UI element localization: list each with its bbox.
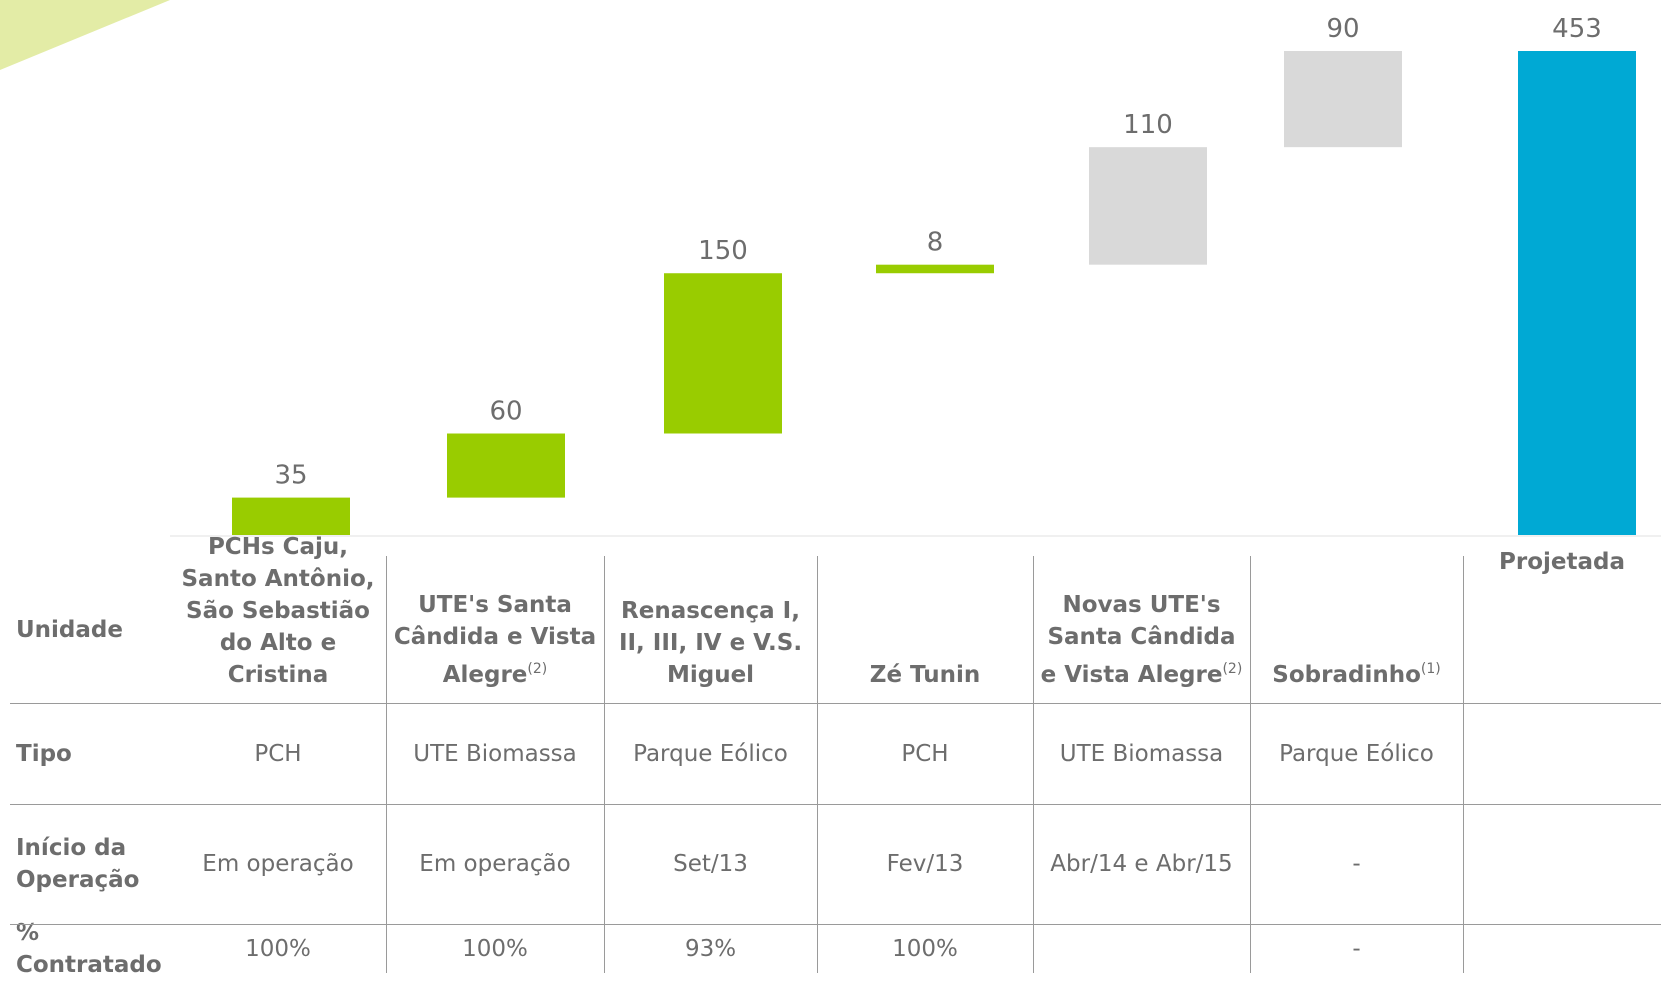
table-cell: UTE Biomassa <box>1033 703 1250 804</box>
table-cell: Abr/14 e Abr/15 <box>1033 804 1250 924</box>
table-cell: 93% <box>604 924 817 973</box>
bar <box>664 273 782 434</box>
column-divider <box>1463 556 1464 973</box>
category-name: Zé Tunin <box>869 662 981 688</box>
column-header: Projetada <box>1463 542 1661 703</box>
header-text: Projetada <box>1499 546 1625 578</box>
value-label: 8 <box>927 228 944 258</box>
value-label: 453 <box>1552 14 1602 44</box>
column-divider <box>386 556 387 973</box>
column-divider <box>604 556 605 973</box>
bar <box>447 433 565 498</box>
table-cell: Fev/13 <box>817 804 1033 924</box>
header-text: Zé Tunin <box>870 659 980 691</box>
table-cell: Em operação <box>170 804 386 924</box>
row-label: Unidade <box>0 556 170 703</box>
category-name: Novas UTE's Santa Cândida e Vista Alegre <box>1040 592 1236 688</box>
table-cell: Em operação <box>386 804 604 924</box>
cell-text: Fev/13 <box>886 851 964 877</box>
row-divider <box>10 804 1661 805</box>
bar <box>1089 147 1207 265</box>
cell-text: Abr/14 e Abr/15 <box>1050 851 1233 877</box>
cell-text: - <box>1352 851 1361 877</box>
value-label: 150 <box>698 236 748 266</box>
footnote-mark: (2) <box>1222 661 1243 677</box>
cell-text: 100% <box>245 935 311 962</box>
table-cell: - <box>1250 804 1463 924</box>
cell-text: UTE Biomassa <box>413 740 577 767</box>
header-text: PCHs Caju, Santo Antônio, São Sebastião … <box>174 531 382 691</box>
table-cell: PCH <box>817 703 1033 804</box>
bar <box>876 264 994 274</box>
cell-text: Parque Eólico <box>633 740 788 767</box>
row-label: Tipo <box>0 703 170 804</box>
row-label-text: Tipo <box>16 740 72 767</box>
bar <box>232 497 350 535</box>
cell-text: Em operação <box>202 851 354 877</box>
column-header: Sobradinho(1) <box>1250 542 1463 703</box>
row-label-text: Início da Operação <box>16 835 140 893</box>
cell-text: Em operação <box>419 851 571 877</box>
header-text: UTE's Santa Cândida e Vista Alegre(2) <box>390 589 600 691</box>
footnote-mark: (2) <box>527 661 548 677</box>
value-label: 90 <box>1326 14 1359 44</box>
column-header: PCHs Caju, Santo Antônio, São Sebastião … <box>170 534 386 703</box>
footnote-mark: (1) <box>1420 661 1441 677</box>
row-label: Início da Operação <box>0 804 170 924</box>
column-header: Zé Tunin <box>817 542 1033 703</box>
table-cell: Parque Eólico <box>604 703 817 804</box>
row-label-text: % Contratado <box>16 919 162 978</box>
column-header: UTE's Santa Cândida e Vista Alegre(2) <box>386 542 604 703</box>
row-label: % Contratado <box>0 920 170 978</box>
column-header: Novas UTE's Santa Cândida e Vista Alegre… <box>1033 542 1250 703</box>
table-cell: 100% <box>386 924 604 973</box>
column-divider <box>1250 556 1251 973</box>
cell-text: 93% <box>684 935 737 962</box>
table-cell: Parque Eólico <box>1250 703 1463 804</box>
header-text: Sobradinho(1) <box>1272 653 1440 691</box>
cell-text: - <box>1352 935 1361 962</box>
category-name: Sobradinho <box>1272 662 1421 688</box>
category-name: Projetada <box>1499 549 1625 575</box>
column-header: Renascença I, II, III, IV e V.S. Miguel <box>604 542 817 703</box>
cell-text: PCH <box>901 740 949 767</box>
table-cell: 100% <box>817 924 1033 973</box>
category-name: PCHs Caju, Santo Antônio, São Sebastião … <box>181 534 375 688</box>
table-cell: Set/13 <box>604 804 817 924</box>
value-label: 60 <box>489 396 522 426</box>
bar <box>1518 51 1636 535</box>
column-divider <box>1033 556 1034 973</box>
cell-text: Set/13 <box>673 851 748 877</box>
cell-text: 100% <box>462 935 528 962</box>
value-label: 110 <box>1123 110 1173 140</box>
row-divider <box>10 924 1661 925</box>
table-cell: - <box>1250 924 1463 973</box>
header-text: Novas UTE's Santa Cândida e Vista Alegre… <box>1037 589 1246 691</box>
cell-text: PCH <box>254 740 302 767</box>
column-divider <box>817 556 818 973</box>
category-name: UTE's Santa Cândida e Vista Alegre <box>393 592 597 688</box>
cell-text: UTE Biomassa <box>1059 740 1224 767</box>
value-label: 35 <box>274 461 307 491</box>
bar <box>1284 51 1402 148</box>
table-cell: PCH <box>170 703 386 804</box>
category-name: Renascença I, II, III, IV e V.S. Miguel <box>618 598 803 688</box>
header-text: Renascença I, II, III, IV e V.S. Miguel <box>608 595 813 691</box>
decoration <box>0 0 170 70</box>
cell-text: 100% <box>892 935 958 962</box>
cell-text: Parque Eólico <box>1279 740 1434 767</box>
row-label-text: Unidade <box>16 616 123 643</box>
table-cell: 100% <box>170 924 386 973</box>
row-divider <box>10 703 1661 704</box>
table-cell: UTE Biomassa <box>386 703 604 804</box>
